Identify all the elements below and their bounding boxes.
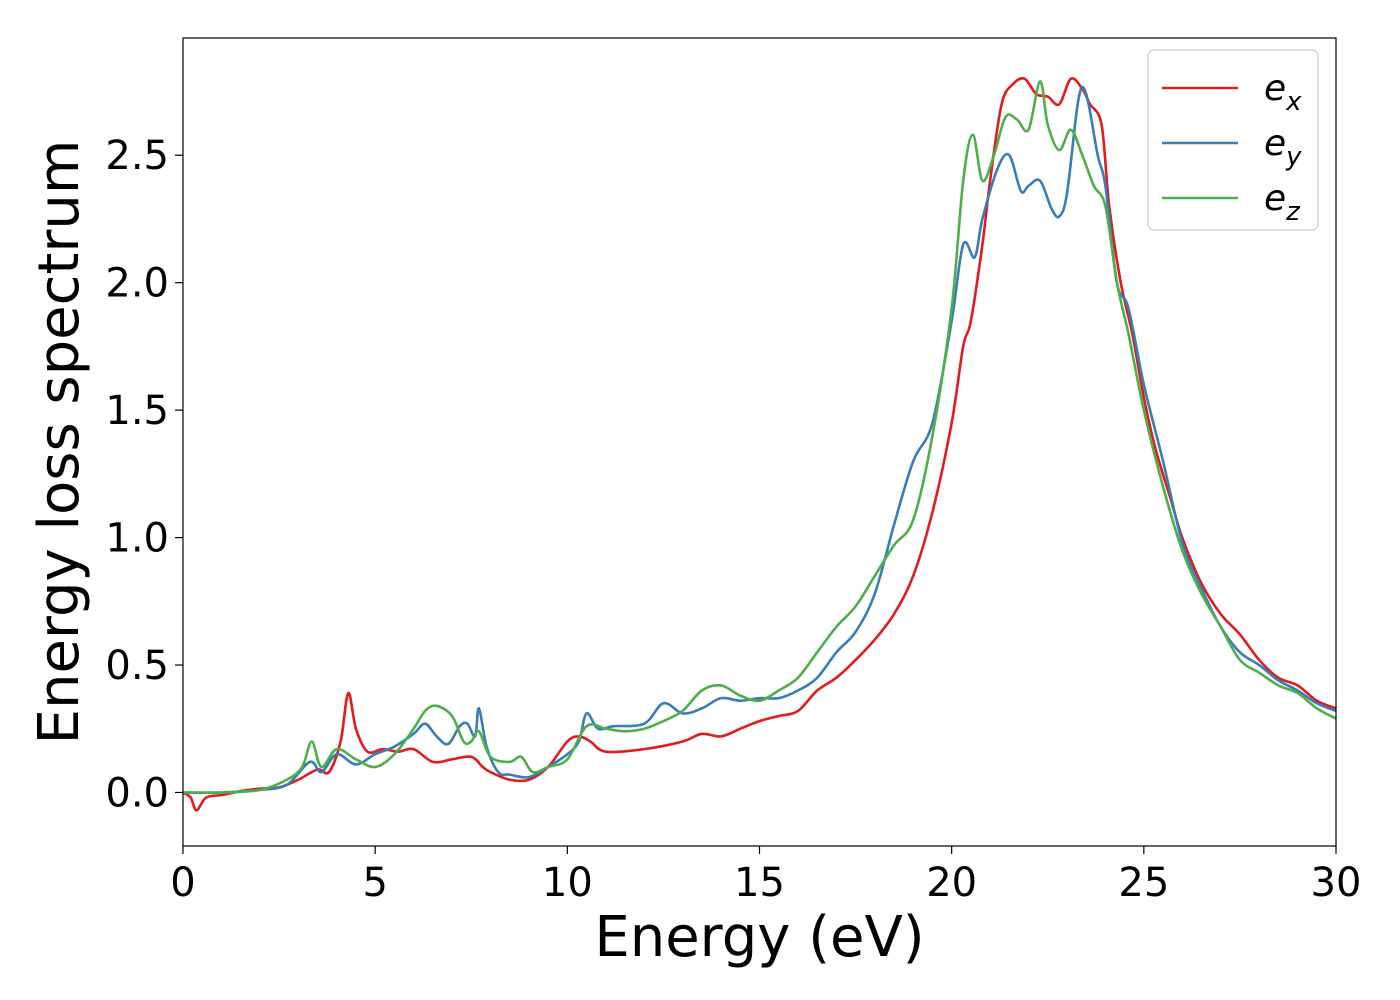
y-tick-label: 0.0 xyxy=(105,770,169,816)
y-axis-title: Energy loss spectrum xyxy=(27,140,92,745)
legend-box xyxy=(1147,49,1319,231)
y-tick-label: 2.0 xyxy=(105,261,169,307)
x-tick-label: 15 xyxy=(734,860,785,906)
x-tick-label: 20 xyxy=(926,860,977,906)
y-tick-label: 1.0 xyxy=(105,516,169,562)
y-tick-label: 2.5 xyxy=(105,133,169,179)
x-axis-title: Energy (eV) xyxy=(594,905,924,970)
y-tick-label: 1.5 xyxy=(105,388,169,434)
x-tick-label: 5 xyxy=(362,860,387,906)
x-tick-label: 30 xyxy=(1311,860,1362,906)
y-axis-ticks: 0.0 0.5 1.0 1.5 2.0 2.5 xyxy=(105,133,183,816)
series-layer xyxy=(183,76,1336,812)
series-line-e-z xyxy=(183,80,1336,794)
y-tick-label: 0.5 xyxy=(105,643,169,689)
legend-label-e-z: ez xyxy=(1264,178,1301,227)
x-tick-label: 25 xyxy=(1118,860,1169,906)
legend: ex ey ez xyxy=(1147,49,1319,231)
x-axis-ticks: 0 5 10 15 20 25 30 xyxy=(170,846,1361,906)
legend-label-e-x: ex xyxy=(1264,68,1302,117)
x-tick-label: 10 xyxy=(542,860,593,906)
series-line-e-x xyxy=(183,76,1336,812)
x-tick-label: 0 xyxy=(170,860,195,906)
legend-label-e-y: ey xyxy=(1264,123,1302,172)
